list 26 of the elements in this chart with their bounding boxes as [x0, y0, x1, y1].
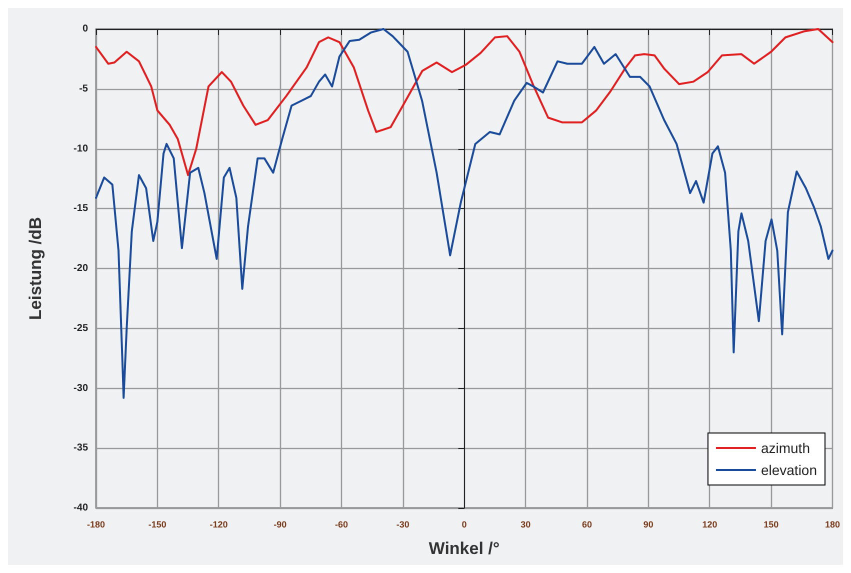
y-tick-label: -30: [74, 382, 88, 394]
x-tick-label: -60: [334, 520, 348, 530]
y-tick-label: -5: [79, 83, 88, 94]
y-axis-title: Leistung /dB: [26, 217, 45, 320]
x-axis-title: Winkel /°: [428, 539, 500, 558]
y-tick-label: 0: [82, 24, 88, 34]
y-tick-label: -10: [74, 143, 88, 154]
x-tick-label: -120: [210, 520, 228, 530]
legend-label: azimuth: [760, 440, 810, 456]
x-tick-label: 180: [824, 520, 840, 530]
y-tick-label: -15: [74, 203, 88, 214]
x-tick-label: -90: [274, 520, 287, 530]
x-tick-label: 120: [702, 520, 718, 530]
x-tick-label: -30: [396, 520, 410, 530]
y-tick-label: -25: [74, 322, 88, 334]
x-tick-label: -150: [148, 520, 166, 530]
x-tick-label: 60: [582, 520, 592, 530]
x-tick-label: 30: [520, 520, 531, 530]
y-tick-label: -40: [74, 502, 88, 514]
y-tick-label: -20: [74, 263, 88, 274]
legend-label: elevation: [760, 462, 818, 478]
x-tick-label: -180: [86, 520, 106, 530]
y-tick-label: -35: [74, 442, 88, 454]
x-tick-label: 0: [462, 520, 467, 530]
x-tick-label: 90: [643, 520, 654, 530]
x-tick-label: 150: [764, 520, 779, 530]
